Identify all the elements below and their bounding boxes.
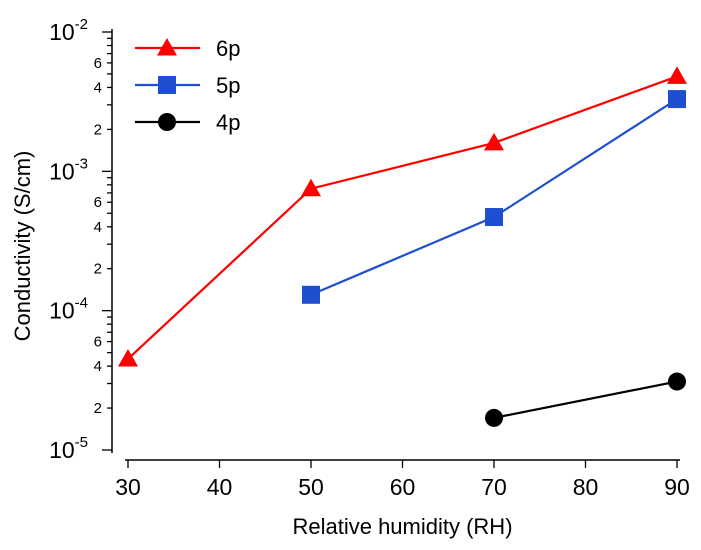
circle-marker [485,408,503,427]
legend: 6p 5p 4p [135,36,240,135]
y-axis-title: Conductivity (S/cm) [10,151,35,342]
legend-label: 6p [216,36,240,61]
legend-label: 4p [216,110,240,135]
y-minor-label: 4 [94,219,102,236]
legend-item-4p: 4p [135,110,240,135]
y-minor-label: 2 [94,400,102,417]
legend-item-6p: 6p [135,36,240,61]
x-tick-label: 90 [664,474,690,500]
legend-label: 5p [216,73,240,98]
y-tick-label: 10-5 [49,434,88,463]
x-tick-label: 50 [298,474,324,500]
y-minor-label: 6 [94,334,102,351]
x-tick-label: 40 [207,474,233,500]
y-minor-label: 2 [94,121,102,138]
x-tick-label: 70 [481,474,507,500]
y-axis-ticks: 10-2 10-3 10-4 10-5 2 4 6 2 4 6 2 4 6 [49,16,112,463]
x-axis-ticks: 30 40 50 60 70 80 90 [115,460,690,500]
y-minor-label: 6 [94,194,102,211]
axes [111,29,680,461]
series-layer [118,66,687,427]
y-tick-label: 10-4 [49,295,88,324]
square-marker [158,76,176,94]
triangle-marker [484,132,504,151]
x-tick-label: 30 [115,474,141,500]
circle-marker [158,113,176,131]
triangle-marker [301,178,321,197]
y-minor-label: 6 [94,55,102,72]
x-axis-title: Relative humidity (RH) [292,514,512,539]
series-line-4p [493,380,678,419]
series-5p [302,90,686,304]
square-marker [302,285,320,304]
x-tick-label: 80 [573,474,599,500]
y-minor-label: 4 [94,79,102,96]
series-6p [118,66,687,367]
square-marker [485,208,503,227]
circle-marker [668,372,686,391]
legend-item-5p: 5p [135,73,240,98]
triangle-marker [667,66,687,84]
triangle-marker [118,348,138,367]
series-line-6p [127,75,678,360]
square-marker [668,90,686,109]
y-tick-label: 10-3 [49,155,88,184]
triangle-marker [157,38,177,56]
x-tick-label: 60 [390,474,416,500]
series-4p [485,372,686,427]
y-minor-label: 4 [94,358,102,375]
y-minor-label: 2 [94,261,102,278]
series-line-5p [310,98,678,296]
y-tick-label: 10-2 [49,16,88,45]
